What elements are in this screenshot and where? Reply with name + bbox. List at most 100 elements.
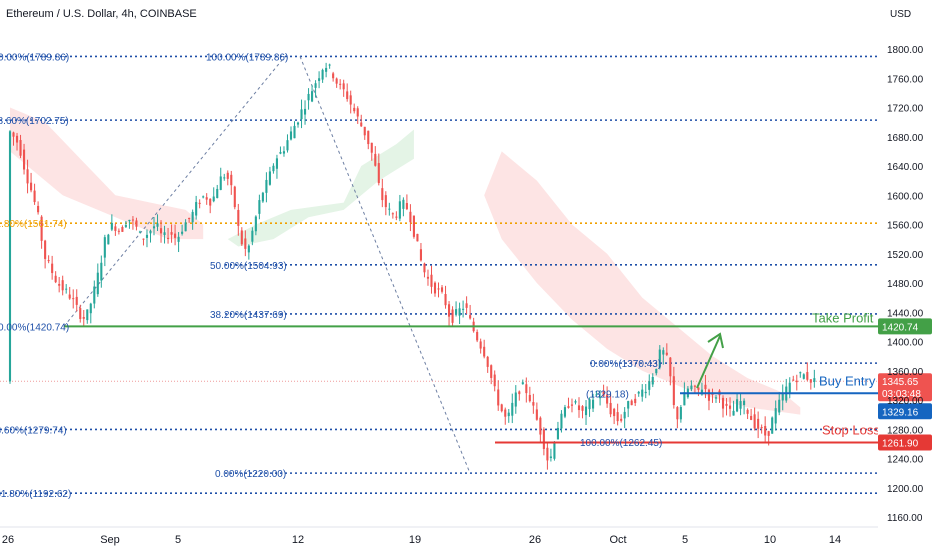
candle[interactable] — [311, 84, 314, 103]
price-axis[interactable] — [878, 0, 932, 550]
candle[interactable] — [349, 90, 352, 114]
candle[interactable] — [736, 392, 739, 413]
candle[interactable] — [592, 393, 595, 413]
candle[interactable] — [721, 395, 725, 418]
candle[interactable] — [490, 364, 493, 385]
candle[interactable] — [184, 219, 187, 232]
candle[interactable] — [198, 199, 201, 209]
candle[interactable] — [753, 407, 756, 431]
candle[interactable] — [634, 394, 637, 407]
candle[interactable] — [339, 79, 342, 90]
candle[interactable] — [318, 71, 321, 89]
candle[interactable] — [152, 217, 156, 236]
candle[interactable] — [760, 424, 763, 434]
candle[interactable] — [451, 306, 454, 327]
candle[interactable] — [433, 281, 437, 297]
candle[interactable] — [584, 400, 588, 425]
candle[interactable] — [665, 343, 668, 357]
candle[interactable] — [518, 390, 521, 401]
candle[interactable] — [440, 285, 444, 294]
candle[interactable] — [437, 282, 440, 298]
current-price-badge[interactable] — [878, 373, 932, 402]
candle[interactable] — [353, 103, 356, 114]
candle[interactable] — [58, 277, 61, 293]
candle[interactable] — [648, 374, 651, 396]
candle[interactable] — [128, 219, 131, 229]
candle[interactable] — [233, 185, 236, 210]
candle[interactable] — [367, 130, 370, 150]
candle[interactable] — [163, 225, 166, 244]
candle[interactable] — [251, 227, 254, 246]
candle[interactable] — [89, 302, 92, 324]
target-arrow[interactable] — [696, 335, 721, 389]
candle[interactable] — [398, 194, 401, 222]
candle[interactable] — [265, 172, 268, 203]
candle[interactable] — [405, 194, 408, 211]
candle[interactable] — [774, 400, 777, 431]
candle[interactable] — [606, 386, 609, 408]
candle[interactable] — [72, 289, 75, 309]
candle[interactable] — [778, 392, 781, 416]
candle[interactable] — [423, 262, 426, 278]
candle[interactable] — [574, 399, 577, 405]
candle[interactable] — [655, 368, 658, 376]
candle[interactable] — [237, 203, 240, 236]
candle[interactable] — [121, 225, 124, 232]
candle[interactable] — [416, 233, 419, 242]
candle[interactable] — [149, 229, 152, 243]
candle[interactable] — [342, 79, 345, 97]
candle[interactable] — [191, 209, 194, 230]
candle[interactable] — [458, 302, 461, 325]
candle[interactable] — [307, 88, 310, 110]
candle[interactable] — [616, 403, 619, 426]
candle[interactable] — [500, 403, 503, 413]
candle[interactable] — [40, 215, 43, 249]
candle[interactable] — [430, 265, 433, 294]
candle[interactable] — [525, 377, 528, 403]
candle[interactable] — [328, 63, 331, 69]
candle[interactable] — [219, 167, 222, 191]
candle[interactable] — [553, 441, 556, 461]
candle[interactable] — [195, 195, 198, 220]
candle[interactable] — [30, 172, 33, 193]
candle[interactable] — [244, 230, 247, 257]
candle[interactable] — [240, 227, 243, 246]
candle[interactable] — [124, 220, 127, 229]
candle[interactable] — [279, 146, 282, 155]
candle[interactable] — [314, 80, 317, 98]
candle[interactable] — [462, 300, 465, 318]
candle[interactable] — [476, 329, 479, 343]
candle[interactable] — [750, 408, 753, 421]
candle[interactable] — [138, 230, 142, 234]
candle[interactable] — [202, 195, 205, 199]
candle[interactable] — [472, 317, 475, 333]
candle[interactable] — [511, 393, 514, 424]
candle[interactable] — [212, 187, 215, 203]
candle[interactable] — [159, 220, 163, 243]
candle[interactable] — [549, 448, 552, 462]
candle[interactable] — [100, 255, 103, 288]
candle[interactable] — [507, 409, 510, 423]
candle[interactable] — [93, 280, 96, 309]
candle[interactable] — [223, 173, 226, 181]
candle[interactable] — [170, 224, 173, 243]
candle[interactable] — [33, 183, 36, 205]
candle[interactable] — [19, 134, 22, 159]
candle[interactable] — [714, 394, 718, 403]
candle[interactable] — [528, 386, 531, 403]
candle[interactable] — [567, 397, 570, 409]
candle[interactable] — [465, 296, 468, 314]
candle[interactable] — [739, 393, 742, 416]
candle[interactable] — [799, 371, 802, 378]
candle[interactable] — [493, 370, 496, 392]
candle[interactable] — [623, 407, 626, 429]
candle[interactable] — [486, 355, 489, 373]
candle[interactable] — [15, 132, 19, 151]
candle[interactable] — [676, 406, 679, 429]
candle[interactable] — [300, 99, 303, 129]
candle[interactable] — [690, 380, 693, 392]
candle[interactable] — [135, 217, 138, 231]
candle[interactable] — [693, 384, 696, 393]
candle[interactable] — [497, 380, 500, 411]
candle[interactable] — [216, 184, 219, 199]
